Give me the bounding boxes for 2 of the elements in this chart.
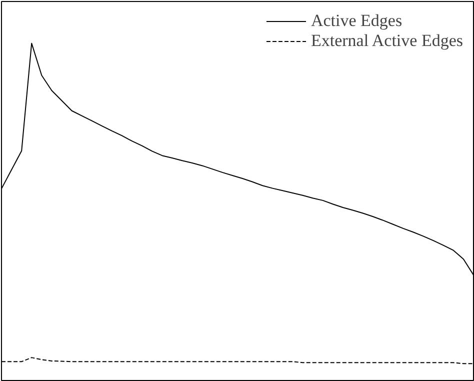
legend-label: External Active Edges [310,31,463,51]
legend-label: Active Edges [310,11,402,31]
